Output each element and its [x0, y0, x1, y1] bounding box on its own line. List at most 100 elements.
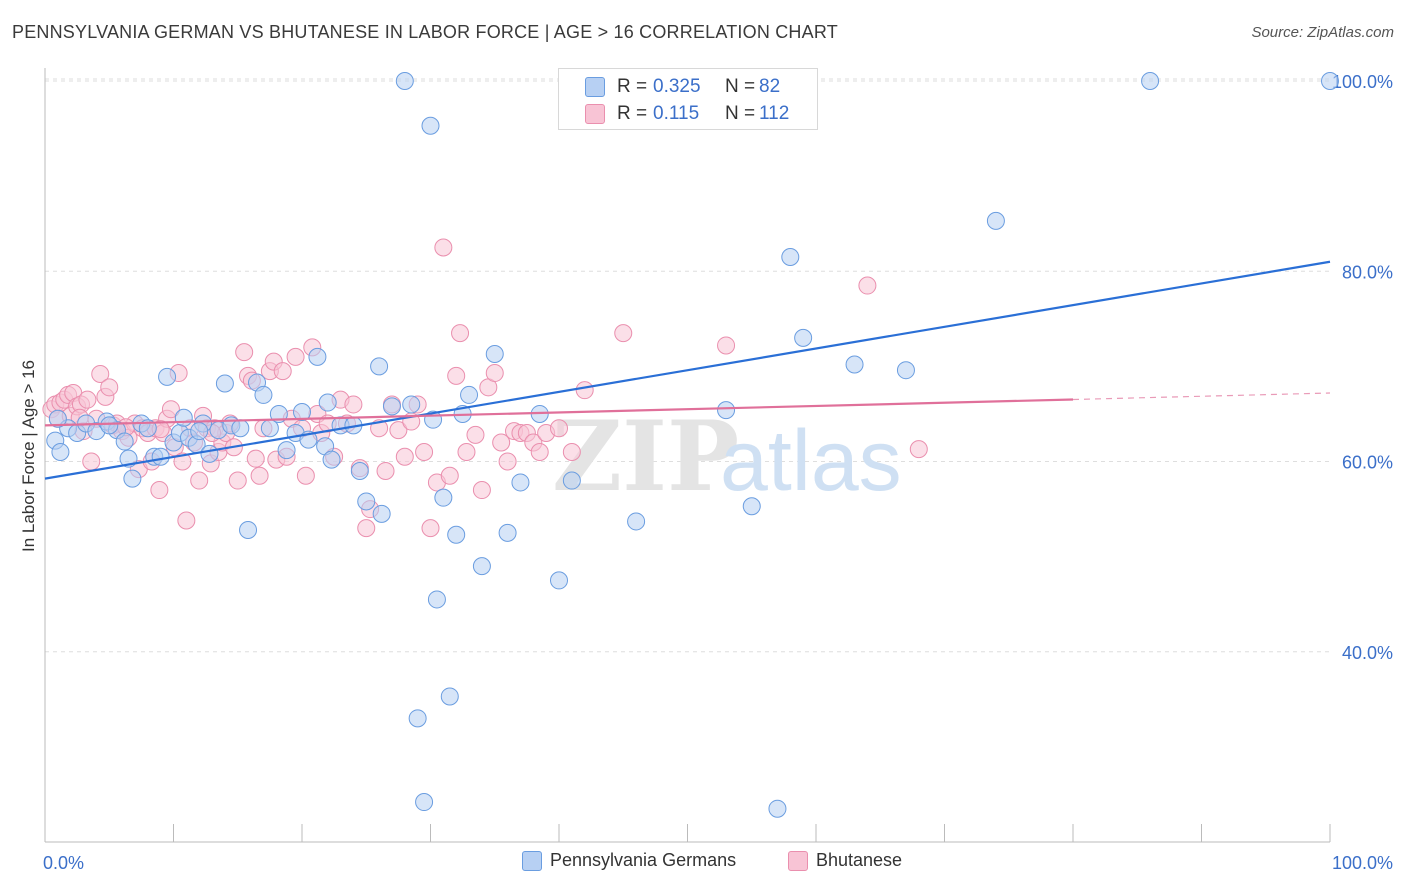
data-point-pennsylvania-germans	[350, 462, 369, 481]
data-point-bhutanese	[235, 343, 254, 362]
data-point-pennsylvania-germans	[511, 473, 530, 492]
data-point-pennsylvania-germans	[395, 72, 414, 91]
axis-layer: 40.0% 60.0% 80.0% 100.0% 0.0% 100.0%	[43, 68, 1393, 873]
data-point-bhutanese	[228, 471, 247, 490]
data-point-bhutanese	[395, 447, 414, 466]
y-tick-label: 80.0%	[1342, 262, 1393, 282]
data-point-bhutanese	[421, 519, 440, 538]
data-point-pennsylvania-germans	[100, 416, 119, 435]
stats-legend: R = 0.325 N = 82 R = 0.115 N = 112	[558, 68, 818, 130]
data-point-pennsylvania-germans	[472, 557, 491, 576]
data-point-pennsylvania-germans	[308, 347, 327, 366]
trend-line-bhutanese	[44, 398, 1074, 427]
data-point-bhutanese	[434, 238, 453, 257]
data-point-pennsylvania-germans	[269, 404, 288, 423]
y-tick-label: 40.0%	[1342, 643, 1393, 663]
data-point-pennsylvania-germans	[1141, 72, 1160, 91]
data-point-pennsylvania-germans	[254, 385, 273, 404]
data-point-bhutanese	[173, 452, 192, 471]
grid-layer	[45, 78, 1330, 653]
data-point-bhutanese	[466, 425, 485, 444]
data-point-pennsylvania-germans	[562, 471, 581, 490]
trend-line-bhutanese-extension	[1072, 392, 1331, 401]
r-label: R =	[617, 103, 648, 124]
data-point-pennsylvania-germans	[293, 403, 311, 422]
data-point-pennsylvania-germans	[440, 687, 459, 706]
stats-row-pennsylvania-germans: R = 0.325 N = 82	[585, 74, 780, 100]
data-point-pennsylvania-germans	[48, 409, 67, 428]
data-point-pennsylvania-germans	[1321, 72, 1339, 91]
n-value: 82	[759, 76, 781, 97]
data-point-pennsylvania-germans	[158, 367, 177, 386]
stats-swatch-blue	[585, 77, 605, 97]
data-point-pennsylvania-germans	[190, 422, 209, 441]
data-point-bhutanese	[78, 390, 97, 409]
data-point-pennsylvania-germans	[151, 447, 170, 466]
data-point-bhutanese	[575, 381, 594, 400]
data-point-pennsylvania-germans	[781, 248, 800, 266]
data-point-bhutanese	[717, 336, 736, 355]
r-value: 0.115	[653, 103, 700, 124]
data-point-pennsylvania-germans	[408, 709, 427, 728]
data-point-pennsylvania-germans	[402, 395, 421, 414]
data-point-bhutanese	[91, 365, 110, 383]
data-point-bhutanese	[415, 443, 434, 461]
data-point-pennsylvania-germans	[627, 512, 646, 531]
n-label: N =	[725, 76, 756, 97]
data-point-pennsylvania-germans	[51, 443, 70, 461]
data-point-bhutanese	[472, 481, 491, 500]
data-point-bhutanese	[150, 481, 169, 500]
legend-item-pennsylvania-germans[interactable]: Pennsylvania Germans	[522, 850, 736, 871]
data-point-pennsylvania-germans	[174, 408, 193, 427]
data-point-pennsylvania-germans	[434, 488, 453, 507]
data-point-bhutanese	[485, 364, 504, 383]
data-point-pennsylvania-germans	[357, 492, 376, 511]
data-point-pennsylvania-germans	[115, 432, 134, 451]
data-point-pennsylvania-germans	[239, 521, 258, 539]
data-point-bhutanese	[550, 419, 568, 438]
data-point-pennsylvania-germans	[550, 571, 568, 590]
data-point-bhutanese	[492, 433, 511, 452]
data-point-pennsylvania-germans	[485, 345, 504, 364]
data-point-pennsylvania-germans	[200, 444, 219, 463]
data-point-pennsylvania-germans	[415, 793, 434, 812]
x-tick-label: 100.0%	[1332, 853, 1393, 873]
data-point-pennsylvania-germans	[460, 385, 479, 404]
data-point-pennsylvania-germans	[318, 393, 337, 412]
data-point-pennsylvania-germans	[447, 525, 466, 544]
data-point-pennsylvania-germans	[322, 450, 341, 469]
data-point-bhutanese	[344, 395, 363, 414]
data-point-pennsylvania-germans	[123, 469, 142, 488]
data-point-bhutanese	[562, 443, 581, 461]
watermark-atlas: atlas	[720, 413, 902, 509]
data-point-pennsylvania-germans	[382, 397, 401, 416]
data-point-bhutanese	[614, 324, 633, 343]
data-point-pennsylvania-germans	[986, 211, 1005, 230]
data-point-bhutanese	[273, 362, 292, 381]
data-point-pennsylvania-germans	[742, 497, 761, 516]
data-point-pennsylvania-germans	[215, 374, 234, 393]
legend-label: Pennsylvania Germans	[550, 850, 737, 870]
data-point-bhutanese	[250, 466, 269, 485]
watermark-zip: ZIP	[552, 400, 739, 513]
x-tick-label: 0.0%	[43, 853, 84, 873]
data-point-bhutanese	[376, 462, 395, 481]
n-label: N =	[725, 103, 756, 124]
data-point-bhutanese	[530, 443, 549, 461]
data-point-bhutanese	[177, 511, 196, 530]
data-point-pennsylvania-germans	[370, 357, 389, 376]
trend-layer	[44, 260, 1331, 480]
data-point-bhutanese	[357, 519, 376, 538]
watermark: ZIP atlas	[552, 400, 902, 513]
n-value: 112	[759, 103, 790, 124]
chart-title: PENNSYLVANIA GERMAN VS BHUTANESE IN LABO…	[12, 22, 838, 42]
data-point-pennsylvania-germans	[896, 361, 915, 380]
points-pennsylvania-germans	[46, 72, 1339, 818]
data-point-pennsylvania-germans	[498, 523, 517, 542]
r-value: 0.325	[653, 76, 701, 97]
legend-item-bhutanese[interactable]: Bhutanese	[788, 850, 902, 871]
chart-legend: Pennsylvania Germans Bhutanese	[0, 850, 1406, 880]
data-point-bhutanese	[161, 400, 180, 419]
data-point-bhutanese	[286, 347, 305, 366]
